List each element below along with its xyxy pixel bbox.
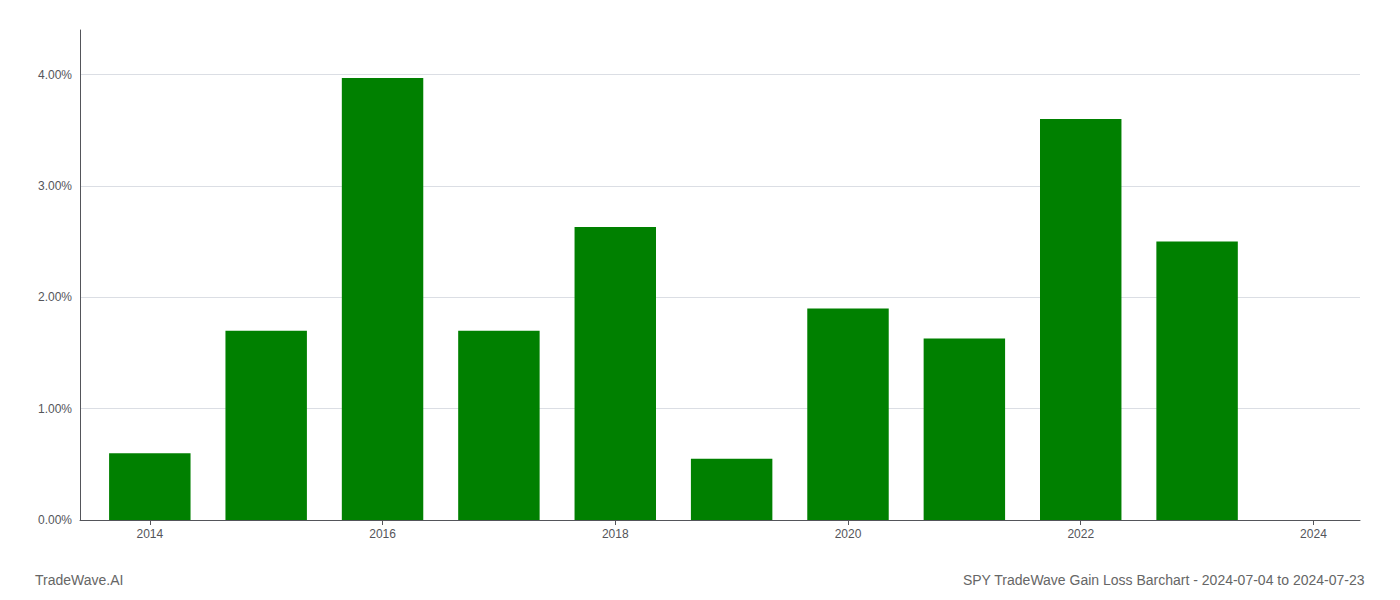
- svg-text:2.00%: 2.00%: [38, 290, 72, 304]
- svg-text:1.00%: 1.00%: [38, 402, 72, 416]
- svg-text:2024: 2024: [1300, 527, 1327, 541]
- svg-text:2014: 2014: [136, 527, 163, 541]
- svg-text:2022: 2022: [1067, 527, 1094, 541]
- svg-text:3.00%: 3.00%: [38, 179, 72, 193]
- svg-text:0.00%: 0.00%: [38, 513, 72, 527]
- svg-text:TradeWave.AI: TradeWave.AI: [35, 572, 123, 588]
- svg-text:2016: 2016: [369, 527, 396, 541]
- svg-text:2020: 2020: [835, 527, 862, 541]
- svg-text:SPY TradeWave Gain Loss Barcha: SPY TradeWave Gain Loss Barchart - 2024-…: [963, 572, 1365, 588]
- svg-text:2018: 2018: [602, 527, 629, 541]
- svg-text:4.00%: 4.00%: [38, 68, 72, 82]
